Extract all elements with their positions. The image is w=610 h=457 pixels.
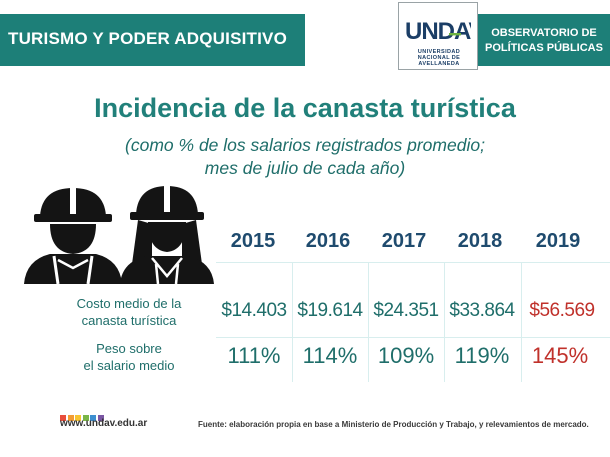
table-divider [292, 262, 293, 382]
pct-cell-2018: 119% [454, 343, 510, 368]
svg-text:UNDAV: UNDAV [405, 18, 471, 43]
logo-line-2: NACIONAL DE [417, 55, 461, 61]
year-header-2019: 2019 [535, 230, 581, 252]
worker-male-icon [24, 186, 122, 285]
year-header-2015: 2015 [230, 230, 276, 252]
chart-subtitle-line-2: mes de julio de cada año) [204, 158, 406, 178]
pct-cell-2019: 145% [531, 343, 589, 368]
table-divider [521, 262, 522, 382]
cost-cell-2015: $14.403 [221, 300, 287, 321]
observatory-banner: OBSERVATORIO DE POLÍTICAS PÚBLICAS [478, 14, 610, 66]
observatory-line-2: POLÍTICAS PÚBLICAS [485, 42, 603, 54]
year-header-2016: 2016 [305, 230, 351, 252]
website-link[interactable]: www.undav.edu.ar [60, 418, 148, 429]
cost-cell-2016: $19.614 [297, 300, 363, 321]
pct-cell-2016: 114% [302, 343, 358, 368]
row-label-cost-line-1: Costo medio de la [76, 296, 182, 311]
header-title: TURISMO Y PODER ADQUISITIVO [8, 29, 288, 48]
undav-logo: UNDAV UNIVERSIDAD NACIONAL DE AVELLANEDA [398, 2, 478, 70]
worker-female-icon [120, 184, 214, 285]
color-square [75, 415, 81, 421]
color-square [60, 415, 66, 421]
color-square [90, 415, 96, 421]
source-note: Fuente: elaboración propia en base a Min… [198, 420, 589, 429]
chart-subtitle-line-1: (como % de los salarios registrados prom… [125, 135, 485, 155]
logo-line-1: UNIVERSIDAD [417, 49, 461, 55]
header-banner: TURISMO Y PODER ADQUISITIVO [0, 14, 305, 66]
cost-cell-2017: $24.351 [373, 300, 439, 321]
table-divider [216, 262, 610, 263]
observatory-line-1: OBSERVATORIO DE [491, 27, 597, 39]
pct-cell-2017: 109% [377, 343, 435, 368]
cost-cell-2018: $33.864 [449, 300, 515, 321]
table-divider [216, 337, 610, 338]
table-divider [444, 262, 445, 382]
row-label-weight-line-2: el salario medio [83, 358, 175, 373]
color-square [67, 415, 74, 421]
pct-cell-2015: 111% [227, 343, 281, 368]
cost-cell-2019: $56.569 [529, 300, 595, 321]
color-squares [60, 408, 105, 426]
table-divider [368, 262, 369, 382]
row-label-weight-line-1: Peso sobre [96, 341, 162, 356]
color-square [97, 415, 104, 421]
chart-title: Incidencia de la canasta turística [94, 93, 516, 123]
color-square [82, 415, 89, 421]
year-header-2018: 2018 [457, 230, 503, 252]
row-label-cost-line-2: canasta turística [81, 313, 177, 328]
year-header-2017: 2017 [381, 230, 427, 252]
logo-line-3: AVELLANEDA [418, 61, 460, 67]
undav-logo-mark: UNDAV [405, 18, 471, 43]
